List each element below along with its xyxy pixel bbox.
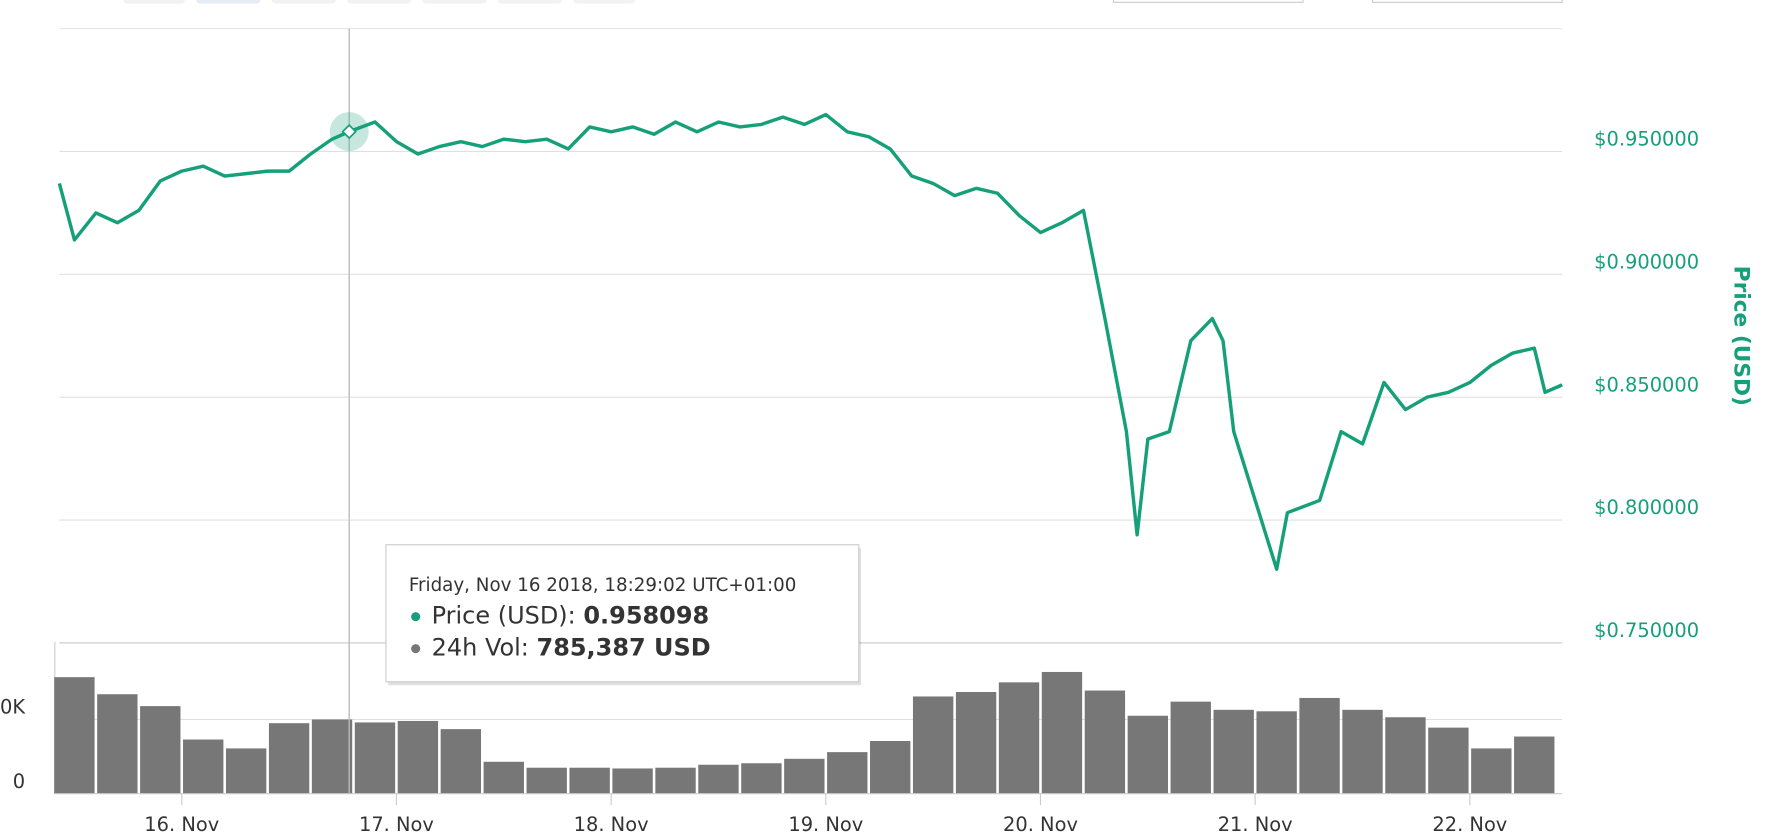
date-input[interactable] <box>1372 0 1563 3</box>
x-tick-label: 16. Nov <box>144 813 219 836</box>
x-tick-label: 17. Nov <box>359 813 434 836</box>
y-tick-label: $0.950000 <box>1594 128 1699 151</box>
tooltip-price-label: Price (USD): <box>432 602 576 630</box>
volume-bar <box>1514 736 1555 794</box>
volume-bar <box>998 682 1040 794</box>
date-input[interactable] <box>1112 0 1304 3</box>
volume-bar <box>1428 727 1469 794</box>
volume-bar <box>526 767 567 794</box>
volume-bar <box>440 729 482 794</box>
x-tick-label: 20. Nov <box>1003 813 1078 836</box>
price-line <box>57 112 1563 571</box>
range-button[interactable] <box>271 0 336 4</box>
tooltip-price-value: 0.958098 <box>583 602 709 630</box>
volume-bar <box>268 723 310 794</box>
volume-bar <box>1084 690 1126 794</box>
volume-bar <box>97 694 138 794</box>
volume-bar <box>1041 671 1083 794</box>
range-button[interactable] <box>422 0 487 4</box>
x-tick-label: 18. Nov <box>574 813 649 836</box>
volume-bar <box>54 677 95 794</box>
y-axis-title: Price (USD) <box>1728 266 1753 406</box>
tooltip-dot <box>411 644 421 654</box>
volume-bar <box>311 719 353 794</box>
volume-bar <box>1342 709 1383 794</box>
volume-bar <box>483 761 524 794</box>
tooltip-volume-value: 785,387 USD <box>537 634 711 662</box>
volume-bar <box>912 696 954 794</box>
x-tick-label: 21. Nov <box>1218 813 1293 836</box>
range-button[interactable] <box>123 0 185 4</box>
tooltip-date: Friday, Nov 16 2018, 18:29:02 UTC+01:00 <box>409 575 797 596</box>
volume-bar <box>354 722 396 794</box>
volume-bar <box>1213 709 1254 794</box>
volume-bar <box>1170 701 1211 794</box>
y-tick-label: $0.800000 <box>1594 496 1699 519</box>
volume-bar <box>397 720 439 794</box>
volume-bar <box>698 764 739 794</box>
volume-bar <box>784 758 825 794</box>
volume-bar <box>741 763 782 794</box>
range-button[interactable] <box>347 0 412 4</box>
volume-bar <box>225 748 267 794</box>
y-tick-label: $0.900000 <box>1594 250 1699 273</box>
x-tick-label: 22. Nov <box>1432 813 1507 836</box>
y2-tick-label: 0 <box>13 770 25 793</box>
volume-bar <box>655 767 696 794</box>
volume-bar <box>1127 715 1169 794</box>
volume-bar <box>955 692 997 794</box>
tooltip-box <box>385 544 860 683</box>
x-tick-label: 19. Nov <box>788 813 863 836</box>
volume-bar <box>1256 711 1297 794</box>
volume-bar <box>612 768 653 794</box>
tooltip-price: Price (USD): 0.958098 <box>432 602 710 630</box>
volume-bar <box>870 740 911 794</box>
volume-bar <box>1471 748 1512 794</box>
y2-tick-label: 1000K <box>0 696 26 719</box>
volume-bar <box>1299 697 1340 794</box>
volume-bar <box>1385 717 1426 794</box>
y-tick-label: $0.750000 <box>1594 619 1699 642</box>
tooltip-volume-label: 24h Vol: <box>432 634 529 662</box>
volume-bar <box>183 739 224 794</box>
volume-bar <box>569 767 610 794</box>
toolbar <box>123 0 1563 4</box>
tooltip-volume: 24h Vol: 785,387 USD <box>432 634 711 662</box>
volume-bar <box>827 752 868 794</box>
range-button[interactable] <box>573 0 635 4</box>
hover-marker <box>341 123 357 140</box>
range-button[interactable] <box>497 0 562 4</box>
y-tick-label: $0.850000 <box>1594 373 1699 396</box>
range-button[interactable] <box>196 0 261 4</box>
tooltip-dot <box>411 612 421 622</box>
tooltip: Friday, Nov 16 2018, 18:29:02 UTC+01:00 P… <box>385 544 862 686</box>
volume-bar <box>140 706 181 794</box>
